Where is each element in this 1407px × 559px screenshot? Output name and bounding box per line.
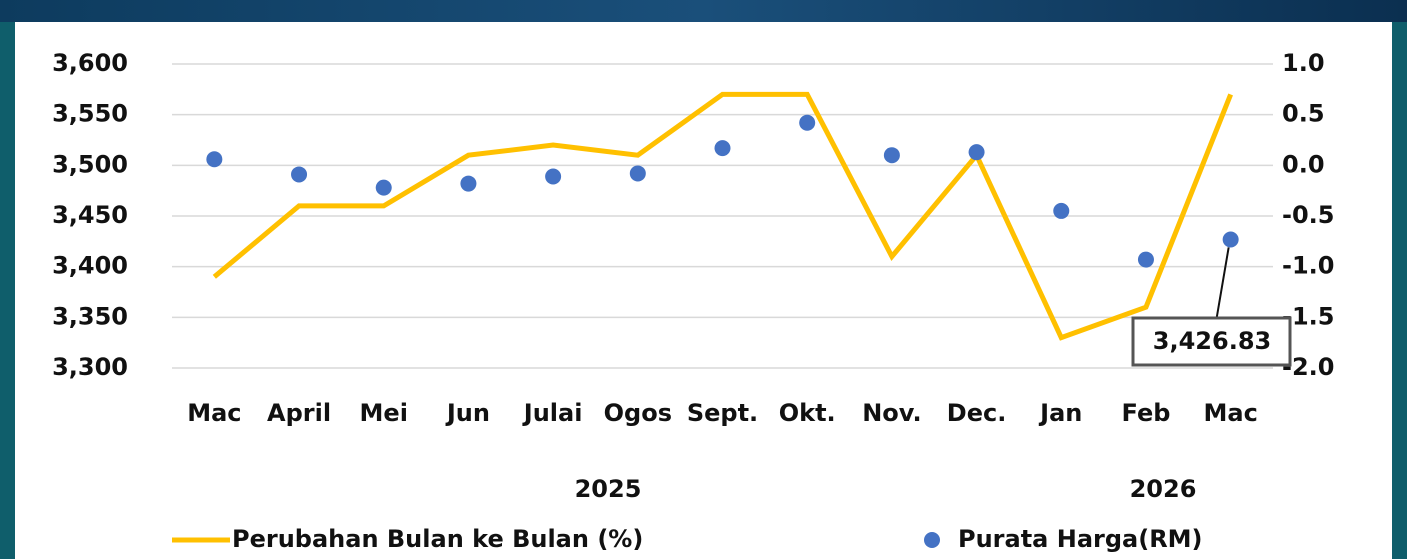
y2-tick-label: -0.5 <box>1282 201 1334 229</box>
x-tick-label: Mac <box>1203 399 1257 427</box>
data-point <box>1053 202 1070 219</box>
x-tick-label: Ogos <box>604 399 672 427</box>
x-tick-label: Dec. <box>947 399 1007 427</box>
x-tick-label: Mei <box>360 399 408 427</box>
data-point <box>629 165 646 182</box>
data-label: 3,426.83 <box>1153 327 1271 355</box>
data-line <box>212 91 1233 341</box>
y-tick-label: 3,300 <box>52 353 128 381</box>
y2-tick-label: 0.0 <box>1282 150 1325 178</box>
legend-swatch <box>924 532 940 548</box>
x-tick-label: Nov. <box>862 399 921 427</box>
data-point <box>291 166 308 183</box>
data-point <box>968 144 985 161</box>
y2-tick-label: 1.0 <box>1282 49 1325 77</box>
y-tick-label: 3,400 <box>52 252 128 280</box>
x-tick-label: Mac <box>187 399 241 427</box>
data-point <box>883 147 900 164</box>
data-point <box>714 140 731 157</box>
y-tick-label: 3,450 <box>52 201 128 229</box>
label-connector <box>1215 247 1230 319</box>
data-point <box>206 151 223 168</box>
legend-label: Perubahan Bulan ke Bulan (%) <box>232 525 643 553</box>
x-tick-label: Julai <box>522 399 583 427</box>
x-tick-label: April <box>267 399 331 427</box>
x-tick-label: Jun <box>445 399 490 427</box>
x-tick-label: Sept. <box>687 399 758 427</box>
x-tick-label: Okt. <box>779 399 836 427</box>
data-point <box>545 168 562 185</box>
chart-panel <box>15 22 1392 559</box>
x-tick-label: Jan <box>1038 399 1082 427</box>
banner <box>0 0 1407 22</box>
y-tick-label: 3,350 <box>52 302 128 330</box>
legend-label: Purata Harga(RM) <box>958 525 1203 553</box>
y-tick-label: 3,600 <box>52 49 128 77</box>
y-tick-label: 3,500 <box>52 150 128 178</box>
x-tick-label: Feb <box>1122 399 1171 427</box>
data-point <box>1222 231 1239 248</box>
data-point <box>460 175 477 192</box>
data-point <box>799 114 816 131</box>
y-tick-label: 3,550 <box>52 100 128 128</box>
label-box <box>1131 316 1292 367</box>
y2-tick-label: 0.5 <box>1282 100 1325 128</box>
y2-tick-label: -1.0 <box>1282 252 1334 280</box>
data-point <box>375 179 392 196</box>
year-label: 2025 <box>575 475 642 503</box>
year-label: 2026 <box>1130 475 1197 503</box>
data-point <box>1137 251 1154 268</box>
